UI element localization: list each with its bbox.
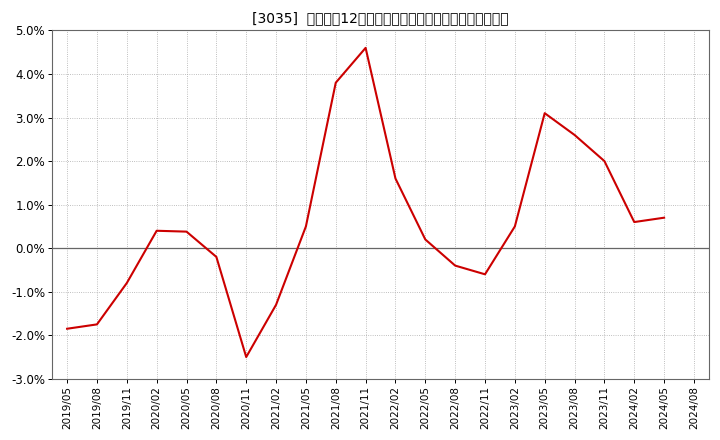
Title: [3035]  尺上高の12か月移動合計の対前年同期増減率の推移: [3035] 尺上高の12か月移動合計の対前年同期増減率の推移	[252, 11, 509, 25]
